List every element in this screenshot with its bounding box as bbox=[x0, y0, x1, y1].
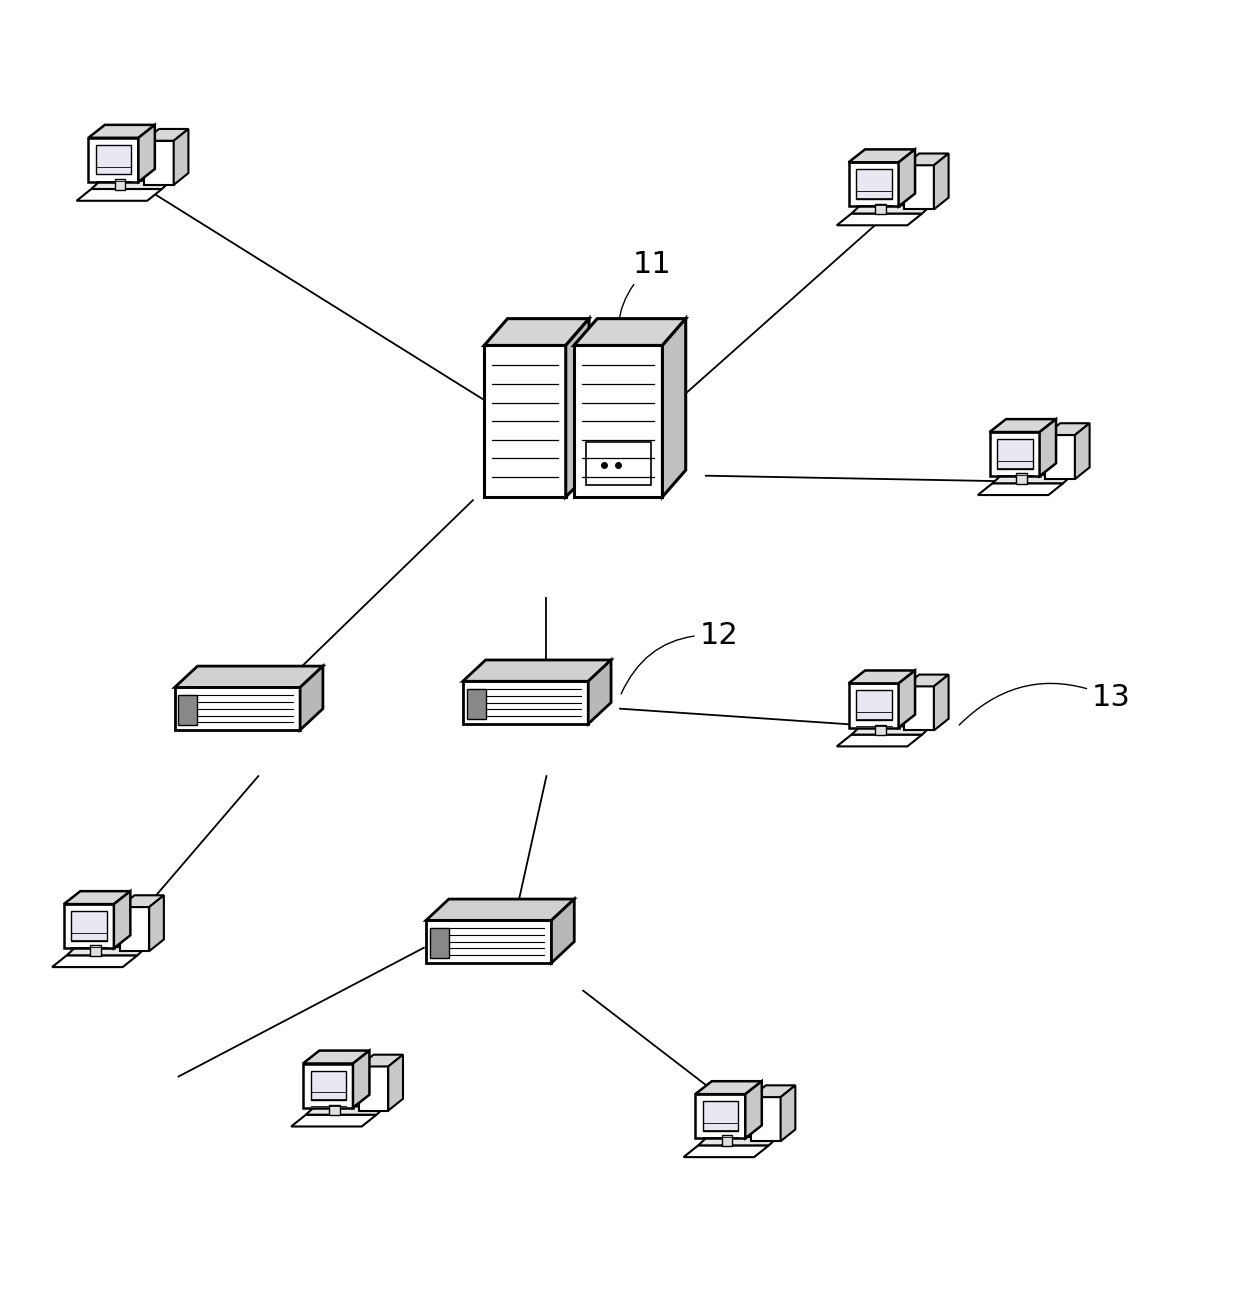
Polygon shape bbox=[703, 1102, 738, 1131]
Polygon shape bbox=[291, 1115, 377, 1127]
Polygon shape bbox=[72, 911, 107, 941]
Polygon shape bbox=[899, 149, 915, 207]
Polygon shape bbox=[904, 686, 934, 731]
Polygon shape bbox=[574, 319, 686, 345]
Polygon shape bbox=[388, 1055, 403, 1111]
Polygon shape bbox=[1039, 420, 1056, 476]
Polygon shape bbox=[852, 727, 931, 735]
Polygon shape bbox=[303, 1064, 353, 1107]
Polygon shape bbox=[1045, 435, 1075, 480]
Polygon shape bbox=[662, 319, 686, 497]
Polygon shape bbox=[466, 689, 486, 719]
Polygon shape bbox=[149, 895, 164, 951]
Polygon shape bbox=[303, 1051, 370, 1064]
Polygon shape bbox=[92, 180, 171, 190]
Polygon shape bbox=[1016, 473, 1027, 484]
Polygon shape bbox=[430, 928, 449, 958]
Polygon shape bbox=[934, 674, 949, 731]
Polygon shape bbox=[852, 205, 931, 213]
Polygon shape bbox=[1045, 423, 1090, 435]
Text: 13: 13 bbox=[959, 684, 1131, 725]
Polygon shape bbox=[427, 899, 574, 920]
Polygon shape bbox=[310, 1070, 346, 1100]
Polygon shape bbox=[95, 145, 131, 174]
Polygon shape bbox=[1075, 423, 1090, 480]
Polygon shape bbox=[837, 735, 923, 746]
Polygon shape bbox=[52, 955, 138, 967]
Polygon shape bbox=[978, 484, 1063, 495]
Polygon shape bbox=[904, 674, 949, 686]
Polygon shape bbox=[837, 213, 923, 225]
Polygon shape bbox=[179, 695, 197, 725]
Polygon shape bbox=[144, 141, 174, 184]
Polygon shape bbox=[353, 1051, 370, 1107]
Polygon shape bbox=[67, 948, 146, 955]
Polygon shape bbox=[899, 670, 915, 728]
Text: 12: 12 bbox=[621, 621, 739, 694]
Polygon shape bbox=[751, 1085, 795, 1097]
Polygon shape bbox=[144, 129, 188, 141]
Polygon shape bbox=[120, 907, 149, 951]
Polygon shape bbox=[696, 1094, 745, 1138]
Polygon shape bbox=[585, 442, 651, 485]
Polygon shape bbox=[139, 125, 155, 182]
Polygon shape bbox=[696, 1081, 761, 1094]
Polygon shape bbox=[992, 474, 1071, 484]
Polygon shape bbox=[63, 904, 114, 949]
Polygon shape bbox=[565, 319, 589, 497]
Polygon shape bbox=[91, 945, 100, 955]
Polygon shape bbox=[358, 1067, 388, 1111]
Polygon shape bbox=[306, 1107, 386, 1115]
Polygon shape bbox=[427, 920, 552, 963]
Polygon shape bbox=[904, 165, 934, 209]
Polygon shape bbox=[175, 667, 322, 687]
Polygon shape bbox=[745, 1081, 761, 1138]
Polygon shape bbox=[175, 687, 300, 731]
Polygon shape bbox=[63, 891, 130, 904]
Polygon shape bbox=[698, 1137, 777, 1145]
Polygon shape bbox=[574, 345, 662, 497]
Polygon shape bbox=[588, 660, 611, 724]
Polygon shape bbox=[990, 433, 1039, 476]
Polygon shape bbox=[848, 670, 915, 684]
Polygon shape bbox=[722, 1136, 733, 1146]
Polygon shape bbox=[120, 895, 164, 907]
Polygon shape bbox=[88, 137, 139, 182]
Polygon shape bbox=[875, 204, 885, 214]
Polygon shape bbox=[934, 153, 949, 209]
Polygon shape bbox=[484, 345, 565, 497]
Polygon shape bbox=[875, 724, 885, 736]
Polygon shape bbox=[781, 1085, 795, 1141]
Polygon shape bbox=[358, 1055, 403, 1067]
Polygon shape bbox=[751, 1097, 781, 1141]
Polygon shape bbox=[330, 1104, 340, 1115]
Polygon shape bbox=[115, 179, 125, 190]
Polygon shape bbox=[463, 660, 611, 681]
Polygon shape bbox=[174, 129, 188, 184]
Polygon shape bbox=[552, 899, 574, 963]
Polygon shape bbox=[77, 190, 162, 201]
Polygon shape bbox=[114, 891, 130, 949]
Polygon shape bbox=[88, 125, 155, 137]
Polygon shape bbox=[463, 681, 588, 724]
Polygon shape bbox=[300, 667, 322, 731]
Polygon shape bbox=[848, 149, 915, 162]
Polygon shape bbox=[856, 170, 892, 199]
Polygon shape bbox=[997, 439, 1033, 468]
Polygon shape bbox=[848, 684, 899, 728]
Polygon shape bbox=[990, 420, 1056, 433]
Polygon shape bbox=[848, 162, 899, 207]
Polygon shape bbox=[484, 319, 589, 345]
Polygon shape bbox=[856, 690, 892, 720]
Polygon shape bbox=[904, 153, 949, 165]
Polygon shape bbox=[683, 1145, 769, 1157]
Text: 11: 11 bbox=[618, 251, 671, 369]
